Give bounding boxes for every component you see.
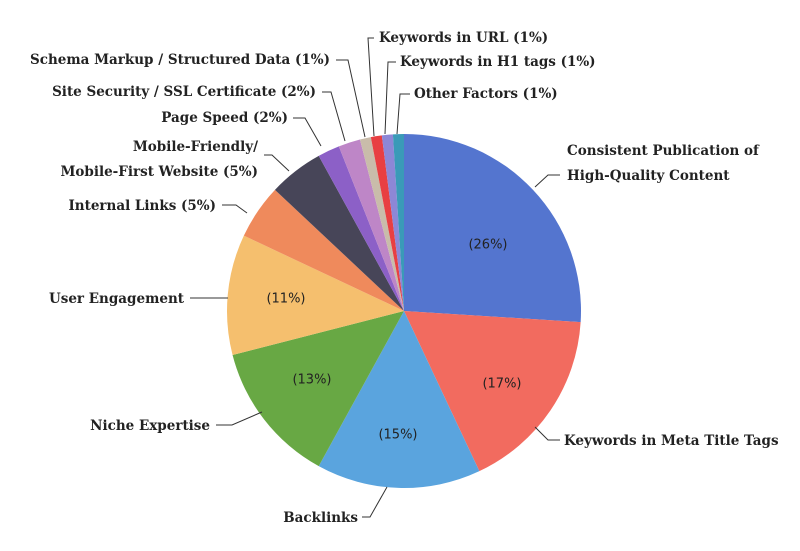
- pie-slice-keywords-in-url-1: [370, 135, 404, 311]
- percent-label: (15%): [378, 428, 417, 443]
- leader-line: [362, 486, 388, 518]
- slice-label: Mobile-Friendly/Mobile-First Website (5%…: [60, 139, 258, 180]
- slice-label: Keywords in Meta Title Tags: [564, 433, 779, 449]
- percent-label: (11%): [266, 292, 305, 307]
- leader-line: [384, 61, 396, 135]
- pie-slice-keywords-in-meta-title-tags: [404, 311, 581, 472]
- leader-line: [336, 59, 366, 138]
- slice-label: Other Factors (1%): [414, 86, 558, 102]
- pie-slice-page-speed-2: [318, 146, 404, 311]
- leader-line: [216, 411, 263, 426]
- leader-line: [534, 426, 560, 441]
- pie-slice-other-factors-1: [392, 134, 404, 311]
- pie-slice-schema-markup-structured-data-1: [359, 137, 404, 311]
- percent-label: (26%): [468, 238, 507, 253]
- slice-label: Backlinks: [283, 510, 358, 526]
- leader-line: [396, 93, 410, 135]
- leader-line: [264, 154, 290, 172]
- percent-labels: (26%) (17%) (15%) (13%) (11%): [266, 238, 521, 443]
- slice-label: Schema Markup / Structured Data (1%): [30, 52, 330, 68]
- pie-slice-site-security-ssl-certificate-2: [338, 139, 404, 311]
- percent-label: (13%): [292, 373, 331, 388]
- slice-label: User Engagement: [49, 291, 185, 307]
- leader-line: [367, 37, 375, 137]
- leader-lines: [190, 37, 560, 518]
- slice-label: Consistent Publication of High-Quality Co…: [567, 143, 760, 184]
- pie-slice-niche-expertise: [232, 311, 404, 467]
- pie-slice-user-engagement: [227, 235, 404, 356]
- slice-label: Keywords in H1 tags (1%): [400, 54, 596, 70]
- pie-slices: [227, 134, 581, 488]
- slice-label: Niche Expertise: [90, 418, 210, 434]
- leader-line: [322, 91, 346, 142]
- pie-slice-mobile-friendly-mobile-first-website-5: [274, 155, 404, 311]
- pie-slice-internal-links-5: [243, 189, 404, 311]
- slice-label: Keywords in URL (1%): [379, 30, 548, 46]
- pie-slice-keywords-in-h1-tags-1: [381, 134, 404, 311]
- slice-label: Site Security / SSL Certificate (2%): [52, 84, 316, 100]
- slice-label: Page Speed (2%): [161, 110, 288, 126]
- percent-label: (17%): [482, 377, 521, 392]
- leader-line: [293, 117, 322, 147]
- leader-line: [222, 204, 248, 214]
- pie-slice-backlinks: [318, 311, 480, 488]
- slice-label: Internal Links (5%): [68, 198, 216, 214]
- pie-slice-consistent-publication-of-high-quality-content: [404, 134, 581, 323]
- leader-line: [534, 174, 560, 188]
- slice-labels: Consistent Publication of High-Quality Co…: [30, 30, 779, 526]
